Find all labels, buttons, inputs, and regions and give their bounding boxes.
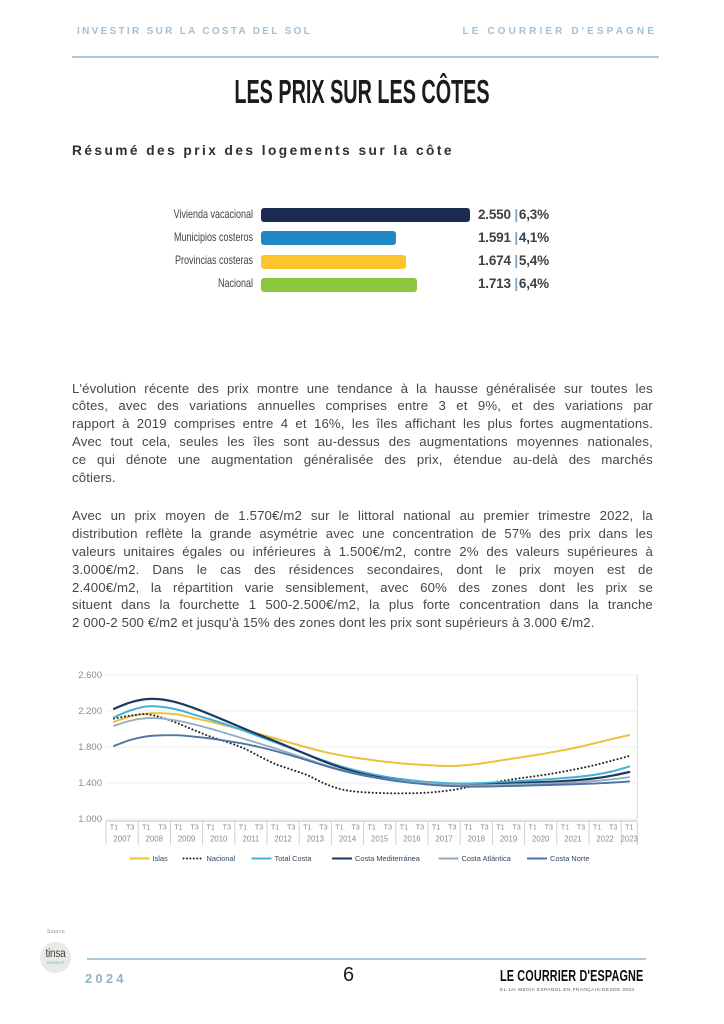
svg-text:2020: 2020 <box>532 835 550 844</box>
svg-text:T1: T1 <box>271 823 279 832</box>
svg-text:T1: T1 <box>368 823 376 832</box>
svg-text:1.400: 1.400 <box>78 778 102 789</box>
svg-text:T1: T1 <box>110 823 118 832</box>
svg-text:T3: T3 <box>287 823 295 832</box>
svg-text:T3: T3 <box>416 823 424 832</box>
svg-text:T1: T1 <box>529 823 537 832</box>
svg-text:T1: T1 <box>464 823 472 832</box>
svg-text:T1: T1 <box>593 823 601 832</box>
svg-text:2.600: 2.600 <box>78 670 102 681</box>
svg-text:2017: 2017 <box>435 835 452 844</box>
svg-text:T1: T1 <box>142 823 150 832</box>
svg-text:T1: T1 <box>496 823 504 832</box>
svg-text:T1: T1 <box>400 823 408 832</box>
svg-text:T1: T1 <box>174 823 182 832</box>
svg-text:T3: T3 <box>190 823 198 832</box>
svg-text:T3: T3 <box>448 823 456 832</box>
svg-text:2.200: 2.200 <box>78 706 102 717</box>
svg-text:T1: T1 <box>335 823 343 832</box>
svg-text:2007: 2007 <box>113 835 130 844</box>
svg-text:T1: T1 <box>561 823 569 832</box>
svg-text:2018: 2018 <box>468 835 485 844</box>
svg-text:2009: 2009 <box>178 835 195 844</box>
svg-text:2014: 2014 <box>339 835 357 844</box>
svg-text:Costa Norte: Costa Norte <box>550 854 589 863</box>
svg-text:Total Costa: Total Costa <box>275 854 313 863</box>
svg-text:1.000: 1.000 <box>78 814 102 825</box>
svg-text:T3: T3 <box>255 823 263 832</box>
svg-text:2015: 2015 <box>371 835 389 844</box>
svg-text:2008: 2008 <box>146 835 163 844</box>
svg-text:T3: T3 <box>577 823 585 832</box>
svg-text:Nacional: Nacional <box>207 854 236 863</box>
svg-text:T3: T3 <box>158 823 166 832</box>
svg-text:T1: T1 <box>432 823 440 832</box>
svg-text:Costa Atlántica: Costa Atlántica <box>462 854 512 863</box>
svg-text:T1: T1 <box>239 823 247 832</box>
svg-text:1.800: 1.800 <box>78 742 102 753</box>
svg-text:T1: T1 <box>207 823 215 832</box>
svg-text:T3: T3 <box>512 823 520 832</box>
svg-text:T3: T3 <box>223 823 231 832</box>
svg-text:T1: T1 <box>625 823 633 832</box>
svg-text:T3: T3 <box>609 823 617 832</box>
svg-text:2023: 2023 <box>621 835 638 844</box>
svg-text:2019: 2019 <box>500 835 517 844</box>
svg-text:2016: 2016 <box>403 835 420 844</box>
svg-text:T3: T3 <box>545 823 553 832</box>
svg-text:T3: T3 <box>351 823 359 832</box>
svg-text:Costa Mediterránea: Costa Mediterránea <box>355 854 421 863</box>
svg-text:2022: 2022 <box>596 835 613 844</box>
svg-text:2012: 2012 <box>274 835 291 844</box>
svg-text:2021: 2021 <box>564 835 581 844</box>
svg-text:T3: T3 <box>384 823 392 832</box>
svg-text:T1: T1 <box>303 823 311 832</box>
svg-text:T3: T3 <box>480 823 488 832</box>
svg-text:Islas: Islas <box>153 854 169 863</box>
svg-text:T3: T3 <box>319 823 327 832</box>
svg-text:2010: 2010 <box>210 835 228 844</box>
svg-text:2011: 2011 <box>243 835 260 844</box>
svg-text:2013: 2013 <box>307 835 324 844</box>
svg-text:T3: T3 <box>126 823 134 832</box>
